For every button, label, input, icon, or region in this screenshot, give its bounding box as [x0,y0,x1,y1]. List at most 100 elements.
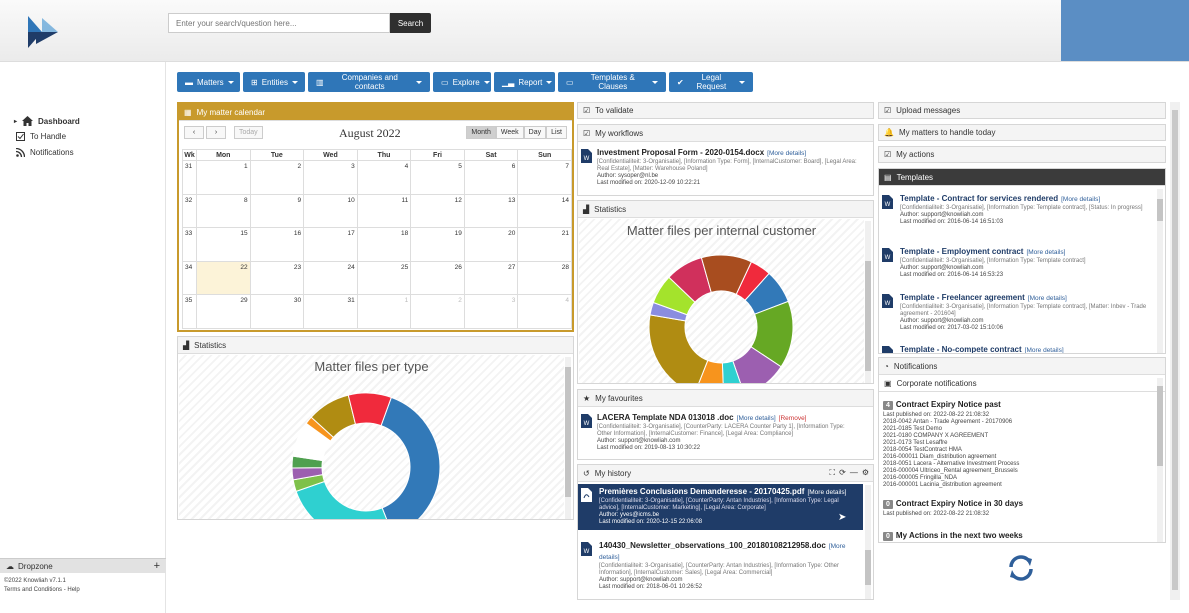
page-scrollbar[interactable] [1170,102,1180,600]
more-details-link[interactable]: [More details] [1061,196,1101,203]
notification-title[interactable]: My Actions in the next two weeks [895,531,1023,540]
dropzone[interactable]: ☁ Dropzone + [0,558,166,573]
calendar-day[interactable]: 31 [303,294,358,329]
calendar-day[interactable]: 20 [463,227,519,262]
calendar-day-today[interactable]: 22 [196,260,251,295]
menu-companies-contacts[interactable]: ▥ Companies and contacts [308,72,430,92]
calendar-day[interactable]: 27 [463,260,519,295]
notification-line[interactable]: 2021-0185 Test Demo [883,426,942,432]
calendar-day[interactable]: 8 [196,193,251,228]
calendar-day[interactable]: 15 [196,227,251,262]
calendar-day[interactable]: 10 [303,193,358,228]
calendar-next-button[interactable]: › [206,126,226,139]
to-validate-header[interactable]: ☑ To validate [577,102,874,119]
sidebar-item-dashboard[interactable]: ▸ Dashboard [14,116,80,126]
calendar-day[interactable]: 11 [356,193,412,228]
calendar-day-outside[interactable]: 3 [463,294,519,329]
terms-link[interactable]: Terms and Conditions - Help [4,587,80,593]
menu-explore[interactable]: ▭ Explore [433,72,491,92]
calendar-day[interactable]: 9 [249,193,305,228]
matter-files-per-customer-donut[interactable] [579,219,864,383]
notification-line[interactable]: 2018-0042 Antan - Trade Agreement - 2017… [883,419,1013,425]
scrollbar[interactable] [565,357,571,519]
item-title[interactable]: Template - Employment contract [900,247,1024,256]
donut-slice[interactable] [347,392,392,427]
notification-line[interactable]: 2021-0173 Test Lesaffre [883,440,948,446]
notification-line[interactable]: 2016-000001 Lacinia_distribution agreeme… [883,482,1002,488]
history-item-selected[interactable] [578,484,863,530]
list-item[interactable]: W Template - Contract for services rende… [882,194,1151,226]
upload-messages-header[interactable]: ☑ Upload messages [878,102,1166,119]
item-title[interactable]: Template - No-compete contract [900,345,1022,354]
notification-line[interactable]: 2021-0180 COMPANY X AGREEMENT [883,433,989,439]
notification-line[interactable]: 2018-0051 Lacera - Alternative Investmen… [883,461,1020,467]
notification-line[interactable]: 2016-000005 Fringilla_NDA [883,475,958,481]
more-details-link[interactable]: [More details] [1027,295,1067,302]
calendar-day[interactable]: 30 [249,294,305,329]
item-title[interactable]: Template - Contract for services rendere… [900,194,1059,203]
matters-today-header[interactable]: 🔔 My matters to handle today [878,124,1166,141]
user-area[interactable] [1061,0,1189,61]
calendar-day[interactable]: 17 [303,227,358,262]
calendar-day[interactable]: 13 [463,193,519,228]
item-title[interactable]: Investment Proposal Form - 2020-0154.doc… [597,148,765,157]
calendar-prev-button[interactable]: ‹ [184,126,204,139]
scrollbar-thumb[interactable] [865,550,871,585]
calendar-day[interactable]: 1 [196,160,251,195]
calendar-day[interactable]: 19 [410,227,465,262]
view-month-button[interactable]: Month [466,126,496,139]
calendar-day[interactable]: 4 [356,160,412,195]
calendar-today-button[interactable]: Today [234,126,263,139]
item-title[interactable]: Template - Freelancer agreement [900,293,1025,302]
search-button[interactable]: Search [390,13,431,33]
calendar-day[interactable]: 28 [517,260,572,295]
more-details-link-cont[interactable]: details] [599,554,620,561]
settings-icon[interactable]: ⚙ [861,468,869,477]
scrollbar-thumb[interactable] [1157,199,1163,221]
calendar-day[interactable]: 24 [303,260,358,295]
refresh-icon[interactable]: ⟳ [839,468,846,477]
scrollbar[interactable] [1157,378,1163,542]
notification-line[interactable]: 2016-000004 Ultriceo_Rental agreement_Br… [883,468,1018,474]
notification-line[interactable]: 2016-000011 Diam_distribution agreement [883,454,997,460]
more-details-link[interactable]: [More details] [1024,347,1064,354]
item-title[interactable]: Premières Conclusions Demanderesse - 201… [599,487,805,496]
knowliah-logo[interactable] [26,14,60,50]
scrollbar[interactable] [865,221,871,383]
calendar-day[interactable]: 16 [249,227,305,262]
calendar-day[interactable]: 3 [303,160,358,195]
more-details-link[interactable]: [More details] [807,489,847,496]
calendar-day-outside[interactable]: 1 [356,294,412,329]
view-list-button[interactable]: List [546,126,567,139]
calendar-day[interactable]: 2 [249,160,305,195]
donut-slice[interactable] [732,346,782,383]
scrollbar[interactable] [1157,189,1163,353]
calendar-day[interactable]: 12 [410,193,465,228]
donut-slice[interactable] [648,314,709,383]
list-item[interactable]: W Investment Proposal Form - 2020-0154.d… [581,148,859,187]
search-input[interactable] [168,13,390,33]
sync-icon[interactable] [1006,553,1036,583]
notification-title[interactable]: Contract Expiry Notice past [895,400,1001,409]
scrollbar-thumb[interactable] [1157,386,1163,466]
notification-item[interactable]: 0 My Actions in the next two weeks [883,531,1153,541]
more-details-link[interactable]: [More details] [736,415,776,422]
view-day-button[interactable]: Day [523,126,547,139]
remove-link[interactable]: [Remove] [778,415,807,422]
calendar-day[interactable]: 29 [196,294,251,329]
more-details-link[interactable]: [More details] [1026,249,1066,256]
notification-item[interactable]: 4 Contract Expiry Notice past Last publis… [883,400,1153,489]
list-item[interactable]: Premières Conclusions Demanderesse - 201… [581,487,859,526]
sidebar-item-to-handle[interactable]: To Handle [16,132,66,141]
sidebar-item-notifications[interactable]: Notifications [16,148,74,157]
notification-item[interactable]: 0 Contract Expiry Notice in 30 days Last … [883,499,1153,518]
calendar-day[interactable]: 6 [463,160,519,195]
list-item[interactable]: W Template - Freelancer agreement [More d… [882,293,1151,332]
donut-slice[interactable] [380,396,441,519]
notification-line[interactable]: 2018-0054 TestContract HMA [883,447,962,453]
my-actions-header[interactable]: ☑ My actions [878,146,1166,163]
scrollbar-thumb[interactable] [565,367,571,497]
more-details-link[interactable]: [More [828,543,846,550]
menu-report[interactable]: ▁▃ Report [494,72,555,92]
calendar-day-outside[interactable]: 2 [410,294,465,329]
